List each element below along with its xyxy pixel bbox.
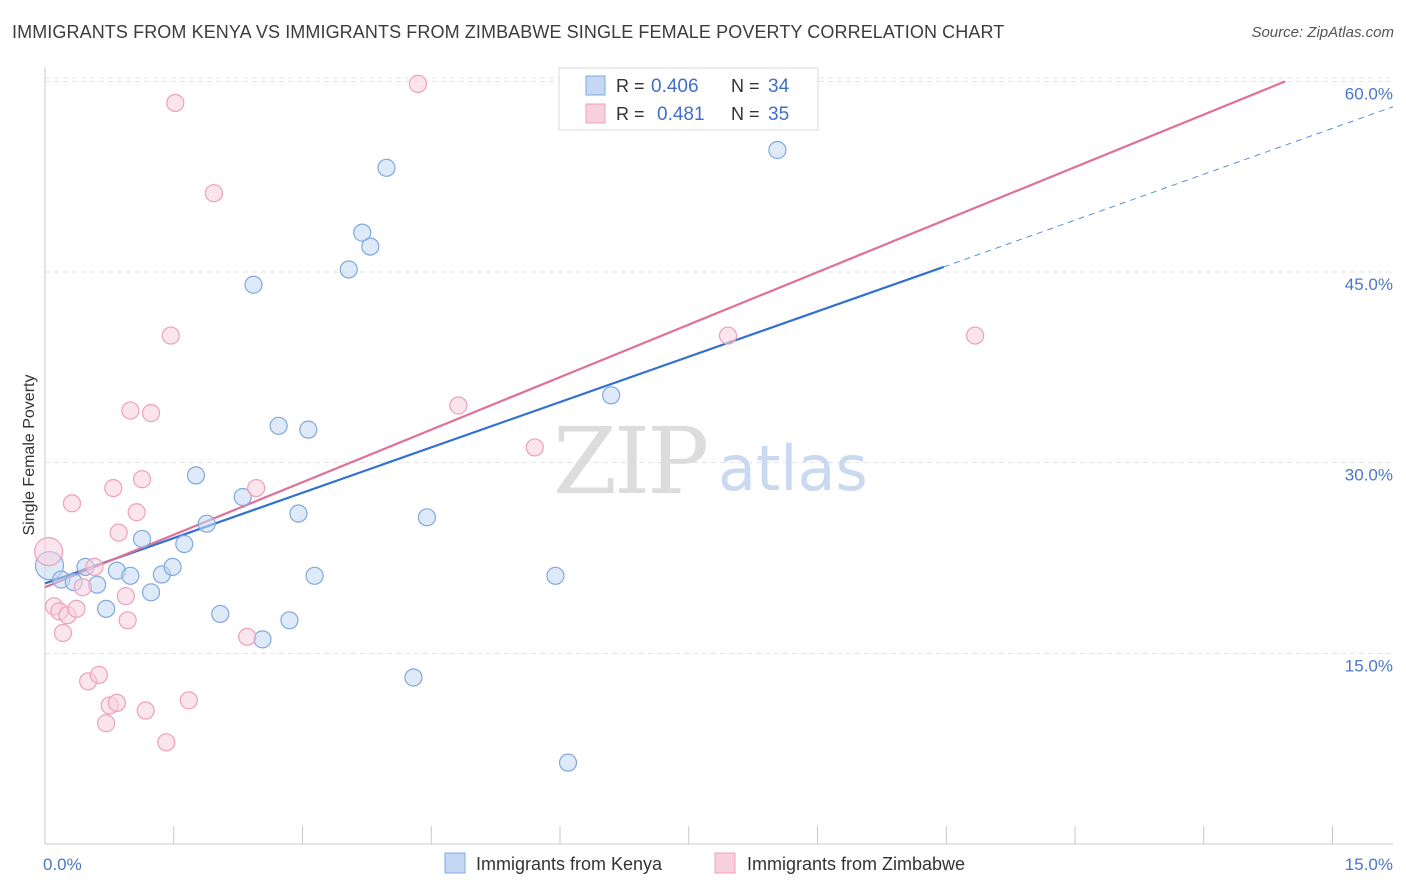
point-kenya-33 [768, 140, 787, 160]
point-zimbabwe-31 [449, 396, 468, 415]
point-zimbabwe-32 [525, 438, 544, 457]
point-kenya-24 [339, 260, 358, 279]
point-zimbabwe-20 [132, 470, 152, 489]
gridlines [45, 77, 1393, 654]
x-tick-label-0: 0.0% [43, 855, 82, 874]
trend-lines [44, 80, 1394, 589]
point-kenya-13 [186, 466, 206, 485]
point-zimbabwe-10 [89, 665, 109, 685]
series-legend: Immigrants from Kenya Immigrants from Zi… [444, 852, 965, 874]
point-kenya-15 [211, 604, 230, 624]
point-zimbabwe-25 [166, 93, 185, 113]
legend-swatch-zimbabwe [585, 103, 606, 124]
legend-n-label-zimbabwe: N = [731, 104, 760, 124]
point-kenya-29 [417, 508, 437, 527]
point-kenya-27 [377, 158, 396, 177]
legend-n-value-zimbabwe: 35 [768, 104, 789, 125]
point-zimbabwe-27 [204, 184, 224, 203]
y-tick-label-0: 15.0% [1345, 656, 1393, 675]
legend-r-label-zimbabwe: R = [616, 104, 645, 124]
series-legend-swatch-kenya [444, 852, 466, 874]
legend-n-value-kenya: 34 [768, 76, 790, 97]
point-zimbabwe-7 [73, 578, 92, 597]
point-zimbabwe-13 [104, 478, 123, 498]
point-kenya-9 [141, 583, 161, 602]
point-zimbabwe-19 [127, 503, 146, 522]
point-kenya-5 [97, 599, 116, 618]
y-tick-label-1: 30.0% [1345, 466, 1393, 485]
point-zimbabwe-22 [141, 404, 161, 423]
point-zimbabwe-9 [85, 557, 104, 577]
point-zimbabwe-6 [67, 599, 86, 618]
point-zimbabwe-33 [718, 326, 738, 345]
point-zimbabwe-16 [116, 587, 135, 606]
point-zimbabwe-14 [107, 693, 126, 713]
point-kenya-32 [602, 386, 621, 405]
point-kenya-26 [361, 237, 380, 256]
point-kenya-22 [299, 420, 318, 439]
chart-title: IMMIGRANTS FROM KENYA VS IMMIGRANTS FROM… [12, 22, 1005, 42]
legend-r-value-zimbabwe: 0.481 [657, 104, 705, 125]
point-zimbabwe-21 [136, 701, 155, 720]
point-kenya-21 [289, 504, 308, 523]
tick-labels: 15.0% 30.0% 45.0% 60.0% 0.0% 15.0% [43, 84, 1393, 874]
source-credit: Source: ZipAtlas.com [1251, 24, 1394, 41]
point-zimbabwe-28 [238, 627, 257, 646]
point-zimbabwe-30 [408, 74, 428, 93]
series-legend-swatch-zimbabwe [714, 852, 736, 874]
series-legend-label-zimbabwe: Immigrants from Zimbabwe [747, 854, 965, 874]
point-kenya-14 [197, 514, 216, 533]
trend-line-0 [44, 265, 945, 585]
y-axis-title: Single Female Poverty [21, 375, 38, 536]
watermark-atlas: atlas [718, 432, 868, 505]
x-tick-label-1: 15.0% [1345, 855, 1393, 874]
point-zimbabwe-23 [157, 733, 176, 752]
point-kenya-25 [353, 223, 372, 242]
point-kenya-31 [558, 753, 578, 772]
point-zimbabwe-15 [109, 523, 128, 542]
point-kenya-19 [269, 416, 288, 435]
point-kenya-20 [280, 611, 299, 630]
point-zimbabwe-24 [161, 326, 180, 345]
watermark-zip: ZIP [553, 408, 706, 515]
point-kenya-8 [132, 529, 152, 549]
point-zimbabwe-26 [179, 691, 198, 710]
legend-swatch-kenya [585, 75, 606, 96]
point-kenya-17 [244, 275, 263, 294]
point-kenya-18 [253, 630, 272, 649]
point-zimbabwe-18 [121, 401, 140, 420]
axes [44, 67, 1393, 845]
point-kenya-23 [305, 566, 324, 585]
legend-n-label-kenya: N = [731, 76, 760, 96]
stats-legend: R = 0.406 N = 34 R = 0.481 N = 35 [558, 67, 819, 131]
point-zimbabwe-5 [62, 494, 82, 513]
point-zimbabwe-11 [97, 714, 116, 733]
point-zimbabwe-0 [33, 537, 64, 567]
point-kenya-16 [233, 487, 252, 507]
legend-r-label-kenya: R = [616, 76, 645, 96]
point-zimbabwe-34 [966, 326, 985, 345]
point-zimbabwe-17 [118, 611, 137, 630]
point-zimbabwe-29 [247, 478, 266, 498]
trend-extension-0 [943, 106, 1394, 268]
y-tick-label-2: 45.0% [1345, 275, 1393, 294]
point-kenya-11 [163, 557, 182, 577]
point-kenya-30 [546, 566, 565, 585]
trend-line-1 [44, 80, 1286, 589]
y-tick-label-3: 60.0% [1345, 84, 1393, 103]
data-points [33, 74, 985, 772]
legend-r-value-kenya: 0.406 [651, 76, 699, 97]
point-kenya-28 [404, 668, 423, 687]
point-kenya-7 [121, 566, 140, 585]
point-zimbabwe-3 [53, 623, 73, 643]
series-legend-label-kenya: Immigrants from Kenya [476, 854, 663, 874]
point-kenya-12 [175, 534, 194, 554]
